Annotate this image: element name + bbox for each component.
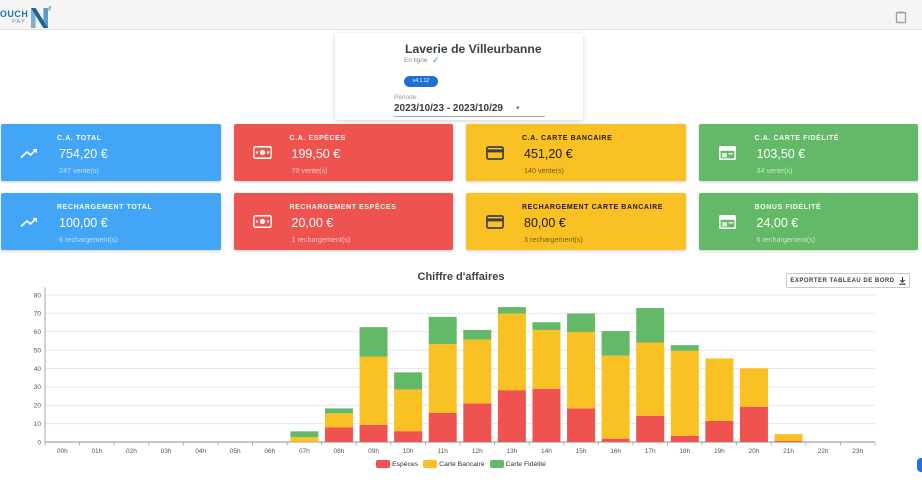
svg-text:12h: 12h: [472, 448, 483, 455]
svg-text:05h: 05h: [230, 448, 241, 455]
svg-text:17h: 17h: [645, 448, 656, 455]
svg-text:50: 50: [34, 347, 42, 354]
svg-text:21h: 21h: [783, 448, 794, 455]
svg-text:09h: 09h: [368, 448, 379, 455]
svg-text:40: 40: [34, 366, 42, 373]
svg-text:23h: 23h: [852, 448, 863, 455]
svg-text:13h: 13h: [506, 448, 517, 455]
svg-text:02h: 02h: [126, 448, 137, 455]
svg-text:07h: 07h: [299, 448, 310, 455]
svg-text:18h: 18h: [679, 448, 690, 455]
svg-text:01h: 01h: [91, 448, 102, 455]
svg-text:08h: 08h: [334, 448, 345, 455]
svg-text:70: 70: [34, 311, 42, 318]
svg-text:10: 10: [34, 421, 42, 428]
svg-text:30: 30: [34, 384, 42, 391]
svg-text:20h: 20h: [749, 448, 760, 455]
svg-text:00h: 00h: [57, 448, 68, 455]
svg-text:03h: 03h: [161, 448, 172, 455]
svg-text:0: 0: [37, 439, 41, 446]
svg-text:10h: 10h: [403, 448, 414, 455]
svg-text:06h: 06h: [264, 448, 275, 455]
svg-text:14h: 14h: [541, 448, 552, 455]
svg-text:04h: 04h: [195, 448, 206, 455]
svg-text:22h: 22h: [818, 448, 829, 455]
svg-text:80: 80: [34, 292, 42, 299]
svg-text:20: 20: [34, 403, 42, 410]
svg-text:19h: 19h: [714, 448, 725, 455]
svg-text:15h: 15h: [576, 448, 587, 455]
svg-text:60: 60: [34, 329, 42, 336]
svg-text:11h: 11h: [438, 448, 449, 455]
svg-text:16h: 16h: [610, 448, 621, 455]
